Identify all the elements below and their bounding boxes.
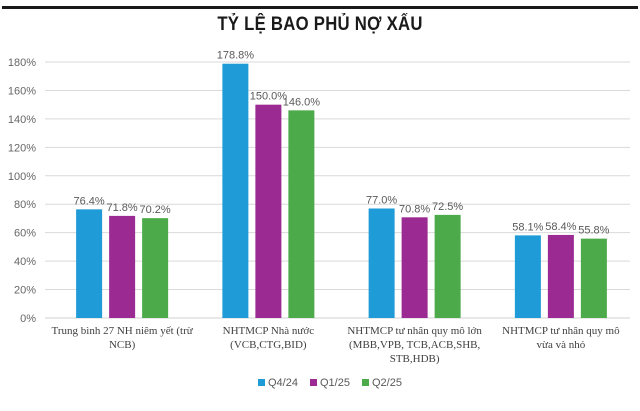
legend-swatch-q4-24 (258, 379, 265, 386)
data-label: 58.1% (512, 221, 543, 233)
data-label: 58.4% (545, 221, 576, 233)
category-label: NHTMCP tư nhân quy mô lớn (347, 325, 482, 337)
category-label: NHTMCP tư nhân quy mô (502, 325, 620, 337)
bars (76, 63, 607, 319)
y-tick-label: 40% (14, 256, 36, 268)
category-label: NHTMCP Nhà nước (223, 325, 315, 337)
legend-label: Q1/25 (320, 377, 350, 389)
bar-q1-25 (255, 104, 282, 319)
y-tick-label: 180% (8, 57, 36, 69)
category-label: NCB) (109, 339, 136, 351)
y-axis-ticks: 0% 20% 40% 60% 80% 100% 120% 140% 160% 180% (8, 57, 36, 325)
bar-q2-25 (288, 110, 315, 318)
legend-swatch-q1-25 (310, 379, 317, 386)
y-tick-label: 140% (8, 114, 36, 126)
y-tick-label: 20% (14, 285, 36, 297)
data-label: 55.8% (578, 225, 609, 237)
y-tick-label: 80% (14, 199, 36, 211)
category-label: Trung bình 27 NH niêm yết (trừ (52, 325, 194, 337)
legend-label: Q4/24 (268, 377, 298, 389)
data-label: 150.0% (250, 91, 288, 103)
bar-q4-24 (514, 235, 541, 318)
category-labels: Trung bình 27 NH niêm yết (trừ NCB) NHTMCP… (52, 325, 621, 365)
category-label: STB,HDB) (390, 353, 440, 365)
data-label: 178.8% (217, 50, 255, 62)
data-label: 146.0% (283, 96, 321, 108)
chart-title: TỶ LỆ BAO PHỦ NỢ XẤU (217, 14, 423, 35)
y-tick-label: 60% (14, 228, 36, 240)
bar-q1-25 (401, 217, 428, 318)
category-label: (MBB,VPB, TCB,ACB,SHB, (349, 339, 480, 351)
bar-q1-25 (547, 234, 574, 318)
legend: Q4/24 Q1/25 Q2/25 (258, 377, 402, 389)
data-labels: 76.4%71.8% 70.2% 178.8% 150.0%146.0% 77.0%70… (74, 50, 610, 237)
data-label: 72.5% (432, 201, 463, 213)
data-label: 76.4% (74, 195, 105, 207)
y-tick-label: 0% (20, 313, 36, 325)
y-tick-label: 100% (8, 171, 36, 183)
data-label: 70.2% (140, 204, 171, 216)
top-rule (2, 6, 638, 9)
category-label: (VCB,CTG,BID) (230, 339, 307, 351)
bar-q2-25 (142, 218, 169, 318)
bar-q4-24 (222, 63, 249, 318)
data-label: 70.8% (399, 203, 430, 215)
bar-q1-25 (109, 215, 136, 318)
data-label: 77.0% (366, 194, 397, 206)
bar-q2-25 (434, 214, 461, 318)
bar-q2-25 (580, 238, 607, 318)
legend-label: Q2/25 (372, 377, 402, 389)
category-label: vừa và nhỏ (537, 339, 586, 351)
bar-q4-24 (368, 208, 395, 318)
y-tick-label: 160% (8, 85, 36, 97)
bar-q4-24 (76, 209, 103, 318)
y-tick-label: 120% (8, 142, 36, 154)
data-label: 71.8% (107, 202, 138, 214)
legend-swatch-q2-25 (362, 379, 369, 386)
